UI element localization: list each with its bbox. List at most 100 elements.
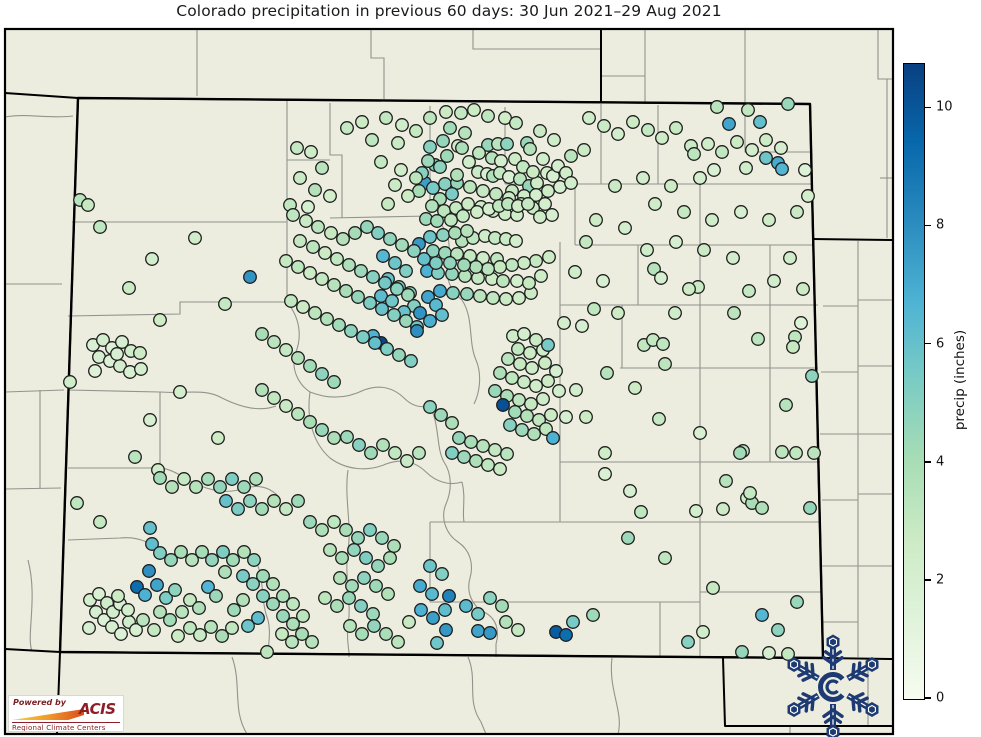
station-dot — [473, 289, 487, 303]
state-border-line — [722, 657, 893, 727]
station-dot — [311, 220, 325, 234]
snowflake-arm — [831, 650, 843, 659]
station-dot — [621, 531, 635, 545]
station-dot — [541, 184, 555, 198]
colorbar-tickmark — [924, 460, 931, 463]
station-dot — [515, 423, 529, 437]
station-dot — [345, 579, 359, 593]
colorbar-tickmark — [924, 342, 931, 345]
station-dot — [751, 332, 765, 346]
station-dot — [499, 292, 513, 306]
station-dot — [301, 200, 315, 214]
station-dot — [755, 608, 769, 622]
station-dot — [143, 413, 157, 427]
snowflake-tip-hexagon-inner — [828, 727, 838, 737]
station-dot — [286, 617, 300, 631]
station-dot — [753, 115, 767, 129]
station-dot — [410, 324, 424, 338]
station-dot — [493, 260, 507, 274]
station-dot — [359, 551, 373, 565]
county-line — [370, 29, 385, 99]
station-dot — [517, 256, 531, 270]
station-dot — [439, 623, 453, 637]
station-dot — [458, 126, 472, 140]
station-dot — [305, 635, 319, 649]
station-dot — [236, 569, 250, 583]
station-dot — [654, 271, 668, 285]
station-dot — [461, 197, 475, 211]
colorbar-tick-label: 10 — [936, 99, 953, 115]
station-dot — [145, 537, 159, 551]
colorbar-tick-label: 2 — [936, 572, 945, 588]
station-dot — [803, 501, 817, 515]
station-dot — [134, 362, 148, 376]
station-dot — [608, 179, 622, 193]
station-dot — [356, 330, 370, 344]
station-dot — [445, 416, 459, 430]
station-dot — [290, 141, 304, 155]
county-line — [67, 301, 287, 317]
station-dot — [347, 543, 361, 557]
station-dot — [315, 423, 329, 437]
station-dot — [201, 580, 215, 594]
station-dot — [500, 137, 514, 151]
station-dot — [503, 418, 517, 432]
county-line — [329, 103, 343, 218]
station-dot — [315, 367, 329, 381]
station-dot — [433, 284, 447, 298]
station-dot — [436, 228, 450, 242]
station-dot — [525, 361, 539, 375]
station-dot — [442, 589, 456, 603]
station-dot — [545, 208, 559, 222]
station-dot — [483, 626, 497, 640]
station-dot — [511, 342, 525, 356]
station-dot — [459, 599, 473, 613]
snowflake-tip-hexagon-inner — [867, 659, 876, 670]
station-dot — [781, 647, 795, 661]
station-dot — [323, 189, 337, 203]
snowflake-arm — [851, 692, 865, 701]
station-dot — [488, 384, 502, 398]
station-dot — [693, 171, 707, 185]
station-dot — [70, 496, 84, 510]
station-dot — [493, 366, 507, 380]
station-dot — [450, 168, 464, 182]
station-dot — [547, 133, 561, 147]
station-dot — [493, 462, 507, 476]
station-dot — [368, 336, 382, 350]
station-dot — [327, 278, 341, 292]
station-dot — [342, 258, 356, 272]
colorbar-tick-label: 6 — [936, 336, 945, 352]
station-dot — [762, 213, 776, 227]
station-dot — [467, 103, 481, 117]
station-dot — [538, 356, 552, 370]
acis-divider — [12, 722, 120, 723]
station-dot — [436, 134, 450, 148]
colorbar-axis-label: precip (inches) — [952, 329, 968, 431]
station-dot — [173, 385, 187, 399]
station-dot — [658, 357, 672, 371]
station-dot — [218, 297, 232, 311]
snowflake-center-c — [825, 679, 839, 695]
station-dot — [330, 252, 344, 266]
station-dot — [355, 115, 369, 129]
station-dot — [722, 117, 736, 131]
station-dot — [330, 599, 344, 613]
station-dot — [423, 314, 437, 328]
station-dot — [364, 446, 378, 460]
station-dot — [689, 504, 703, 518]
station-dot — [559, 628, 573, 642]
station-dot — [536, 392, 550, 406]
station-dot — [423, 230, 437, 244]
station-dot — [267, 391, 281, 405]
station-dot — [296, 609, 310, 623]
station-dot — [429, 298, 443, 312]
station-dot — [564, 149, 578, 163]
snowflake-arm — [857, 700, 862, 713]
station-dot — [138, 588, 152, 602]
station-dot — [696, 625, 710, 639]
station-dot — [730, 135, 744, 149]
station-dot — [286, 597, 300, 611]
station-dot — [641, 123, 655, 137]
station-dot — [435, 567, 449, 581]
